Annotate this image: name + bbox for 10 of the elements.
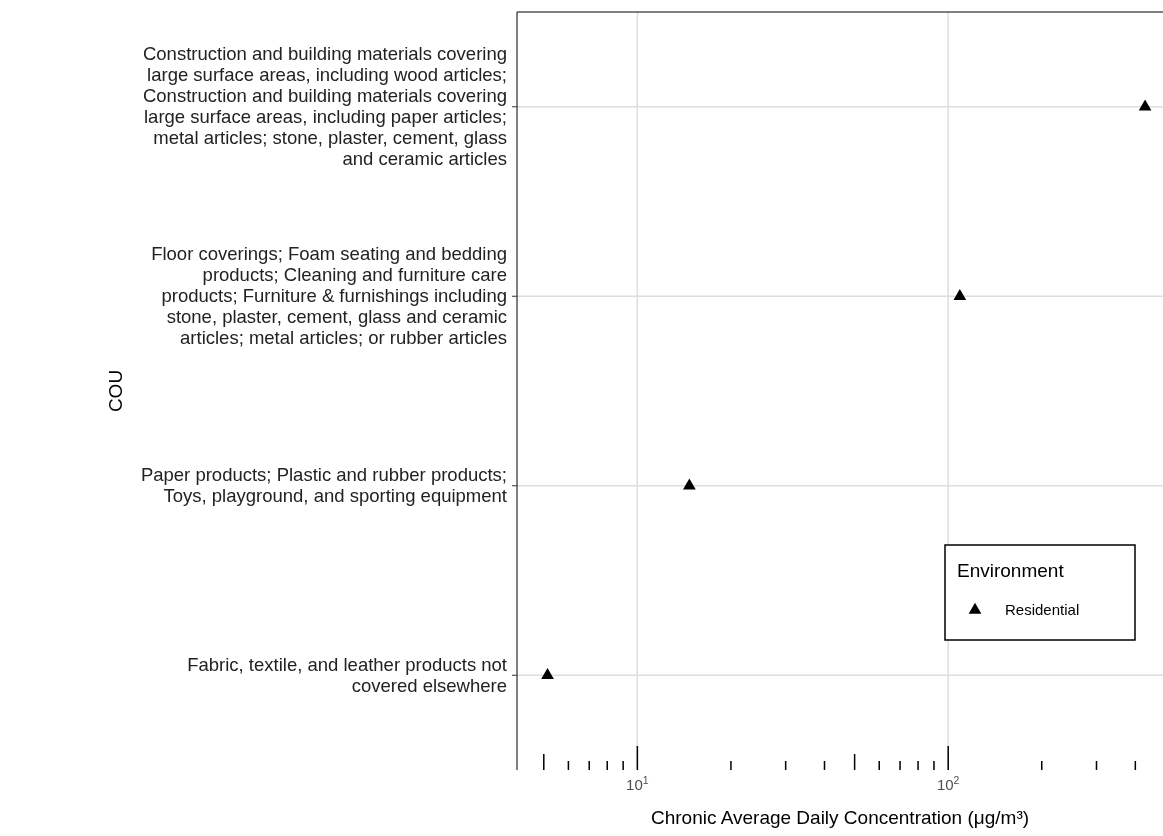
y-tick-label: Construction and building materials covering large surface areas, including wood articles; Construction and building materials covering large surface areas, including paper articles; metal articles; stone, plaster, cement, glass and ceramic articles	[142, 43, 507, 170]
y-tick-label: Paper products; Plastic and rubber products; Toys, playground, and sporting equipment	[140, 464, 507, 507]
y-tick-label: Fabric, textile, and leather products not covered elsewhere	[187, 653, 507, 696]
legend-title: Environment	[957, 560, 1065, 581]
legend-label: Residential	[1005, 601, 1080, 618]
y-axis-title: COU	[105, 369, 126, 413]
x-tick-label: 10$^{1}$	[626, 774, 649, 793]
x-tick-label: 10$^{2}$	[936, 774, 960, 793]
x-axis-title: Chronic Average Daily Concentration (μg/m³)	[650, 807, 1030, 828]
y-tick-label: Floor coverings; Foam seating and bedding products; Cleaning and furniture care products; Furniture & furnishings including stone, plaster, cement, glass and ceramic articles; metal articles; or rubber articles	[151, 243, 507, 349]
